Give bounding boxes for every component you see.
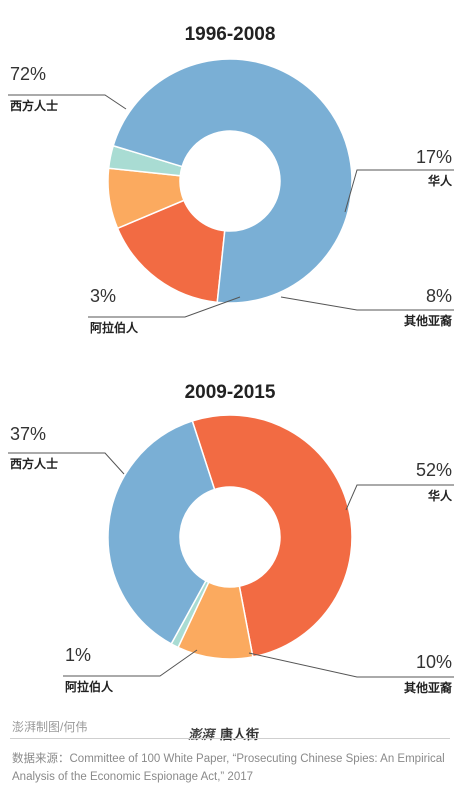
slice-category-label: 阿拉伯人: [65, 679, 114, 694]
leader-line: [88, 296, 241, 318]
slice-category-label: 华人: [428, 173, 453, 188]
slice-category-label: 西方人士: [10, 98, 58, 113]
slice-category-label: 其他亚裔: [404, 680, 452, 695]
leader-line: [345, 484, 454, 511]
slice-value-label: 52%: [416, 460, 452, 480]
slice-华人: [116, 199, 226, 304]
leader-line: [344, 169, 454, 213]
leader-line: [8, 94, 127, 110]
slice-value-label: 10%: [416, 652, 452, 672]
slice-value-label: 3%: [90, 286, 116, 306]
slice-value-label: 8%: [426, 286, 452, 306]
chart-title: 1996-2008: [185, 24, 276, 45]
source-note: 数据来源：Committee of 100 White Paper, “Pros…: [12, 753, 445, 783]
slice-category-label: 其他亚裔: [404, 313, 452, 328]
slice-value-label: 72%: [10, 64, 46, 84]
slice-category-label: 阿拉伯人: [90, 320, 139, 335]
slice-value-label: 37%: [10, 424, 46, 444]
publisher-logo: 澎湃 唐人街: [182, 722, 266, 744]
slice-value-label: 1%: [65, 645, 91, 665]
slice-value-label: 17%: [416, 147, 452, 167]
logo-mark: 澎湃: [188, 727, 215, 743]
slice-西方人士: [112, 58, 353, 304]
credit-text: 澎湃制图/何伟: [12, 720, 88, 734]
slice-category-label: 华人: [428, 488, 453, 503]
donut-chart-2: 2009-2015 37% 西方人士 52% 华人 10% 其他亚裔 1% 阿拉伯人: [8, 382, 454, 695]
footer-divider: [10, 738, 450, 739]
slice-category-label: 西方人士: [10, 456, 58, 471]
leader-line: [63, 649, 198, 677]
slice-华人: [191, 414, 353, 658]
slice-西方人士: [107, 420, 216, 645]
chart-title: 2009-2015: [185, 382, 276, 403]
leader-line: [248, 652, 454, 678]
leader-line: [8, 452, 125, 475]
logo-text: 唐人街: [220, 726, 260, 742]
donut-chart-1: 1996-2008 72% 西方人士 17% 华人 8% 其他亚裔 3% 阿拉伯人: [8, 24, 454, 335]
leader-line: [280, 296, 454, 311]
